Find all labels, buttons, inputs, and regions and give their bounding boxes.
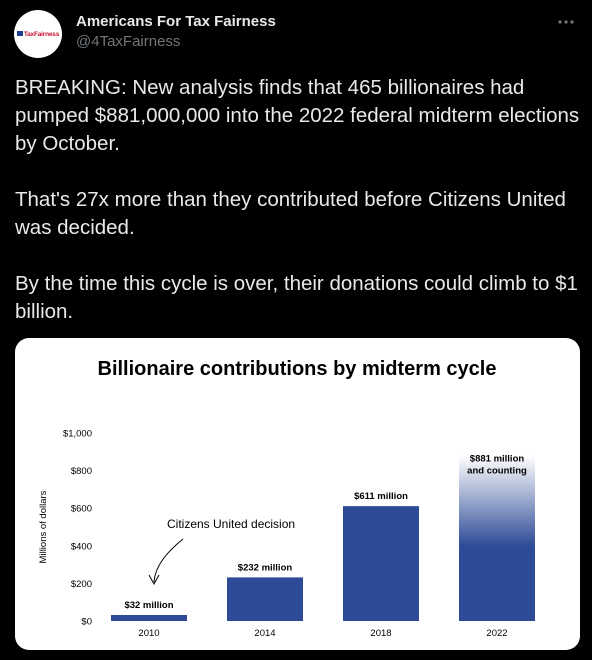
- y-tick-label: $800: [71, 466, 92, 477]
- author-name[interactable]: Americans For Tax Fairness: [76, 13, 276, 30]
- avatar[interactable]: TaxFairness: [14, 10, 62, 58]
- more-horizontal-icon[interactable]: [554, 10, 578, 34]
- y-tick-label: $600: [71, 504, 92, 515]
- y-tick-label: $0: [81, 617, 92, 628]
- annotation-arrowhead: [148, 574, 160, 586]
- data-label-2014: $232 million: [238, 562, 293, 573]
- x-tick-label: 2018: [370, 628, 391, 639]
- data-label-2022: $881 million and counting: [467, 453, 527, 476]
- bar-2014: [227, 577, 303, 621]
- annotation-arrow: [153, 538, 184, 583]
- x-tick-label: 2022: [486, 628, 507, 639]
- bar-2018: [343, 506, 419, 621]
- x-tick-label: 2014: [254, 628, 275, 639]
- data-label-2010: $32 million: [124, 600, 173, 611]
- y-tick-label: $400: [71, 541, 92, 552]
- bar-chart: Billionaire contributions by midterm cyc…: [38, 358, 535, 639]
- x-tick-label: 2010: [138, 628, 159, 639]
- data-label-2018: $611 million: [354, 491, 408, 502]
- chart-title: Billionaire contributions by midterm cyc…: [98, 358, 497, 380]
- tweet-text: BREAKING: New analysis finds that 465 bi…: [15, 76, 580, 323]
- bar-2022: [459, 455, 535, 621]
- author-handle[interactable]: @4TaxFairness: [76, 33, 181, 50]
- tweet-image-card[interactable]: Billionaire contributions by midterm cyc…: [15, 338, 580, 650]
- avatar-logo: TaxFairness: [16, 31, 59, 38]
- y-tick-label: $1,000: [63, 429, 92, 440]
- annotation-citizens-united: Citizens United decision: [167, 517, 295, 531]
- y-tick-label: $200: [71, 579, 92, 590]
- y-axis-label: Millions of dollars: [38, 490, 49, 563]
- bar-2010: [111, 614, 187, 621]
